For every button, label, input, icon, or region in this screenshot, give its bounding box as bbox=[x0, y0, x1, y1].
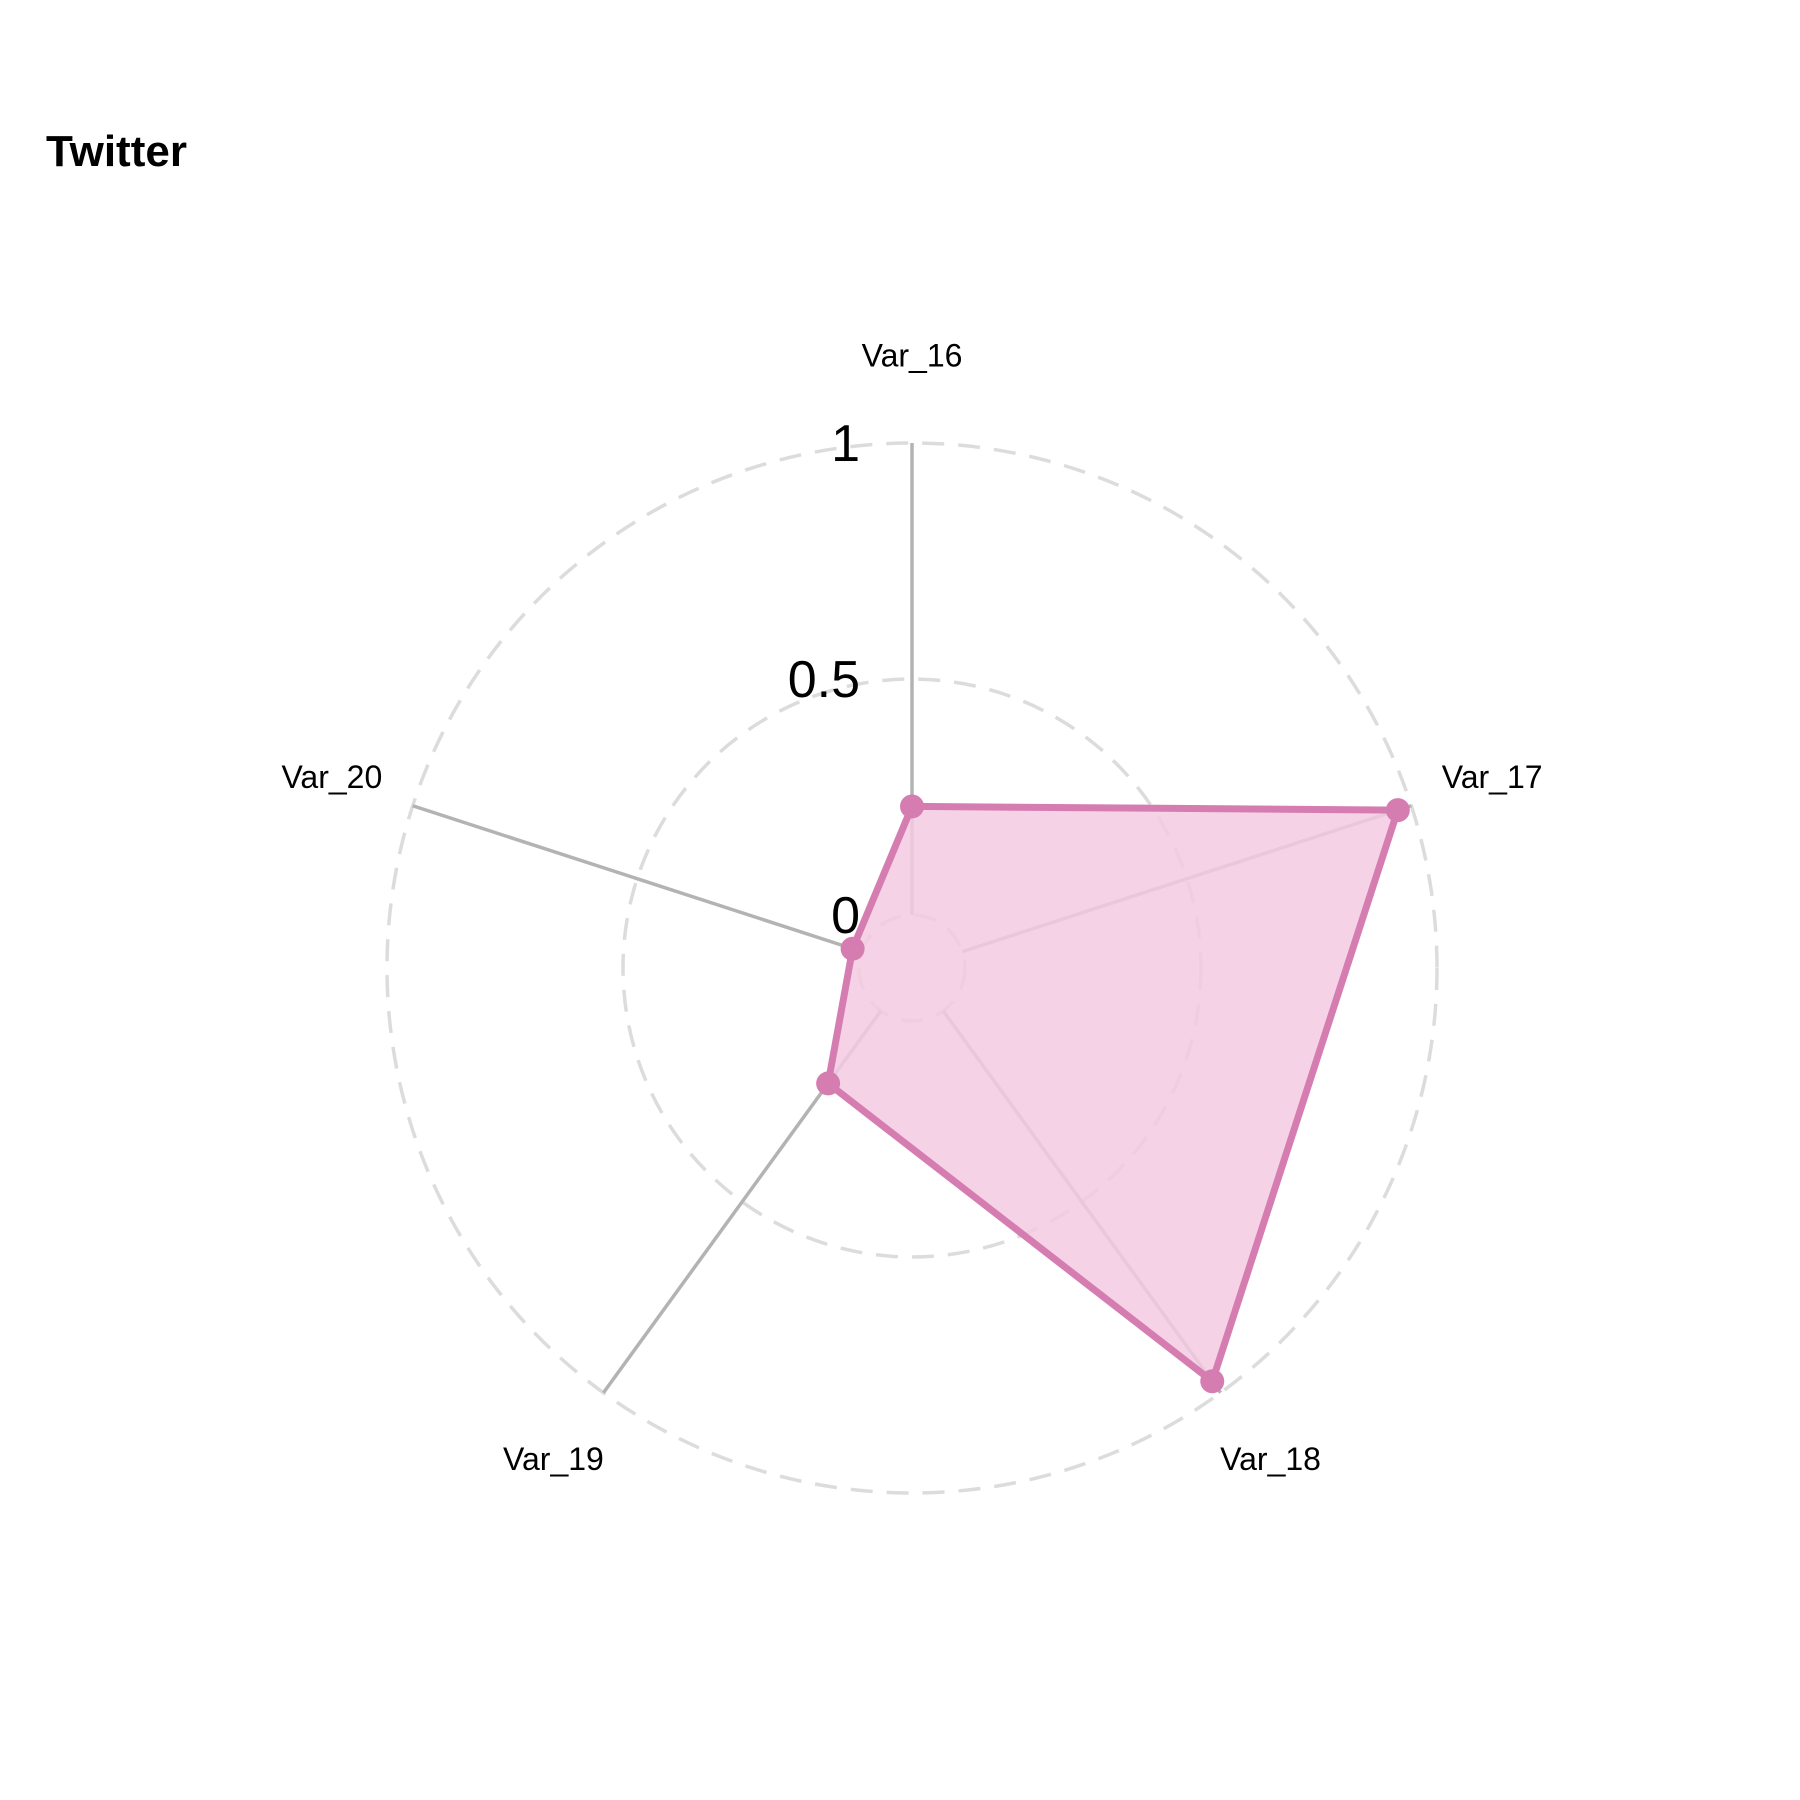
axis-label-var_16: Var_16 bbox=[862, 337, 963, 373]
data-point-var_18 bbox=[1200, 1369, 1225, 1394]
chart-title: Twitter bbox=[46, 127, 187, 176]
tick-label-0.5: 0.5 bbox=[788, 651, 860, 709]
tick-labels: 00.51 bbox=[788, 415, 860, 945]
tick-label-1: 1 bbox=[831, 415, 860, 473]
series bbox=[816, 794, 1410, 1394]
axis-label-var_17: Var_17 bbox=[1442, 759, 1543, 795]
data-point-var_16 bbox=[900, 794, 924, 819]
axis-label-var_19: Var_19 bbox=[503, 1441, 604, 1477]
axis-labels: Var_16 Var_17 Var_18 Var_19 Var_20 bbox=[281, 337, 1542, 1477]
grid-circle-1 bbox=[385, 441, 1439, 1495]
data-point-var_17 bbox=[1385, 798, 1410, 823]
axis-label-var_20: Var_20 bbox=[281, 759, 382, 795]
series-area bbox=[824, 802, 1402, 1385]
axis-line-var_20 bbox=[412, 804, 863, 954]
data-point-var_20 bbox=[840, 936, 865, 961]
tick-label-0: 0 bbox=[831, 887, 860, 945]
axis-label-var_18: Var_18 bbox=[1220, 1441, 1321, 1477]
data-point-var_19 bbox=[816, 1071, 841, 1096]
